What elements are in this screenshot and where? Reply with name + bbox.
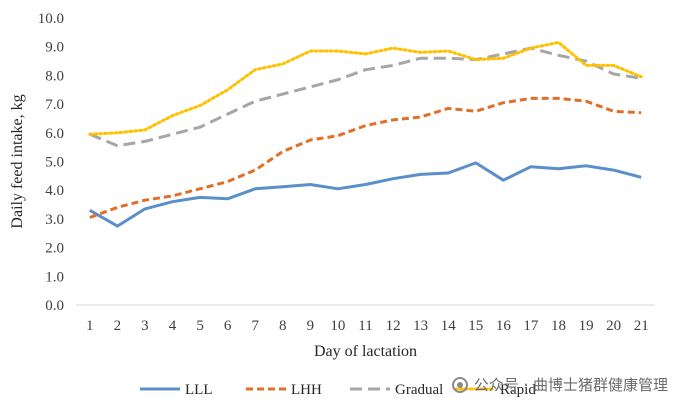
- legend-label: LLL: [185, 382, 213, 398]
- series-line-gradual: [89, 46, 642, 148]
- x-tick-label: 4: [169, 318, 177, 334]
- x-tick-label: 9: [307, 318, 315, 334]
- y-tick-label: 8.0: [45, 68, 64, 84]
- x-axis-title: Day of lactation: [314, 343, 417, 360]
- x-tick-label: 7: [251, 318, 259, 334]
- series-line-lhh: [89, 96, 642, 219]
- legend-item-gradual: Gradual: [350, 382, 443, 398]
- x-tick-label: 18: [551, 318, 566, 334]
- x-tick-label: 10: [330, 318, 345, 334]
- y-tick-label: 4.0: [45, 183, 64, 199]
- y-tick-label: 6.0: [45, 126, 64, 142]
- x-axis-ticks: 1 2 3 4 5 6 7 8 9 10 11 12 13 14 15 16 17 18 19 20 21: [86, 318, 649, 334]
- x-tick-label: 11: [358, 318, 372, 334]
- x-tick-label: 15: [468, 318, 483, 334]
- y-tick-label: 10.0: [38, 11, 64, 27]
- x-tick-label: 8: [279, 318, 287, 334]
- wechat-icon: [451, 376, 468, 393]
- x-tick-label: 12: [386, 318, 401, 334]
- x-tick-label: 14: [441, 318, 457, 334]
- watermark-text: 公众号 · 曲博士猪群健康管理: [473, 376, 668, 394]
- series-line-lll: [89, 161, 642, 228]
- series-line-rapid: [88, 40, 643, 136]
- x-tick-label: 2: [114, 318, 122, 334]
- y-tick-label: 1.0: [45, 269, 64, 285]
- legend-label: Rapid: [500, 382, 536, 398]
- x-tick-label: 6: [224, 318, 232, 334]
- series-layer: [88, 40, 643, 228]
- y-axis-title: Daily feed intake, kg: [9, 94, 26, 228]
- y-axis-ticks: 0.0 1.0 2.0 3.0 4.0 5.0 6.0 7.0 8.0 9.0 10.0: [38, 11, 64, 314]
- y-tick-label: 7.0: [45, 97, 64, 113]
- legend: LLL LHH Gradual Rapid: [140, 382, 536, 398]
- y-tick-label: 5.0: [45, 155, 64, 171]
- legend-label: Gradual: [395, 382, 443, 398]
- x-tick-label: 1: [86, 318, 94, 334]
- x-tick-label: 13: [413, 318, 428, 334]
- x-tick-label: 5: [196, 318, 204, 334]
- x-tick-label: 16: [496, 318, 512, 334]
- y-tick-label: 3.0: [45, 212, 64, 228]
- x-tick-label: 19: [579, 318, 594, 334]
- legend-label: LHH: [291, 382, 322, 398]
- legend-item-lhh: LHH: [246, 382, 322, 398]
- y-tick-label: 2.0: [45, 241, 64, 257]
- y-tick-label: 0.0: [45, 298, 64, 314]
- x-tick-label: 21: [634, 318, 649, 334]
- x-tick-label: 20: [606, 318, 621, 334]
- legend-item-lll: LLL: [140, 382, 213, 398]
- x-tick-label: 17: [523, 318, 539, 334]
- watermark: 公众号 · 曲博士猪群健康管理: [451, 374, 668, 395]
- x-tick-label: 3: [141, 318, 149, 334]
- y-tick-label: 9.0: [45, 40, 64, 56]
